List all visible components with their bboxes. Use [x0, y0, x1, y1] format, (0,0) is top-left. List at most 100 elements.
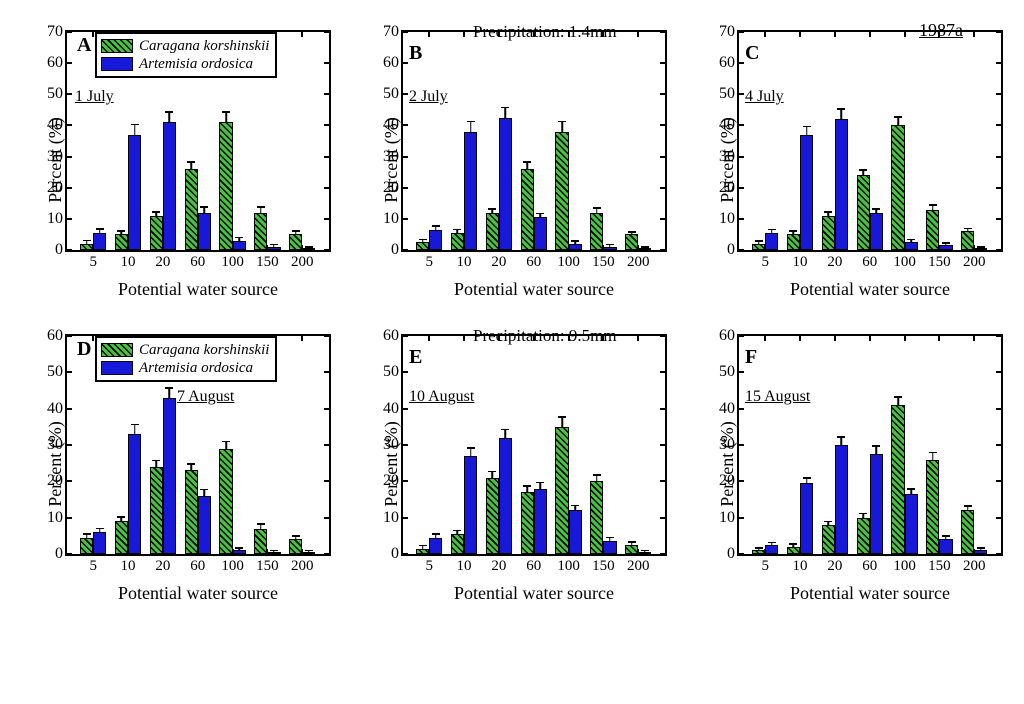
x-tick-label: 100	[221, 254, 244, 271]
legend-swatch-artemisia	[101, 361, 133, 375]
x-tick-label: 10	[793, 558, 808, 575]
bar-artemisia	[939, 539, 952, 554]
bar-artemisia	[974, 550, 987, 554]
y-tick-label: 40	[47, 116, 63, 134]
legend-label-artemisia: Artemisia ordosica	[139, 359, 253, 377]
bar-caragana	[219, 449, 232, 554]
panel-letter: B	[409, 42, 422, 65]
bar-caragana	[289, 539, 302, 554]
plot-area: 0102030405060705102060100150200	[401, 30, 667, 252]
y-tick-label: 30	[383, 148, 399, 166]
y-tick-label: 70	[719, 23, 735, 41]
legend-swatch-artemisia	[101, 57, 133, 71]
y-tick-label: 70	[47, 23, 63, 41]
bar-caragana	[80, 244, 93, 250]
bar-caragana	[254, 529, 267, 554]
y-tick-label: 10	[383, 210, 399, 228]
bar-caragana	[115, 521, 128, 554]
bar-caragana	[521, 169, 534, 250]
bar-caragana	[891, 405, 904, 554]
bar-artemisia	[870, 454, 883, 554]
x-axis-label: Potential water source	[65, 583, 331, 604]
x-tick-label: 100	[893, 558, 916, 575]
bar-artemisia	[163, 398, 176, 554]
panel-date: 2 July	[409, 88, 448, 106]
bar-artemisia	[499, 118, 512, 250]
y-tick-label: 0	[55, 545, 63, 563]
x-tick-label: 60	[526, 558, 541, 575]
panel-date: 4 July	[745, 88, 784, 106]
panel-B: Percent (%)Potential water source0102030…	[353, 20, 671, 300]
legend-swatch-caragana	[101, 39, 133, 53]
plot-area: 0102030405060705102060100150200	[737, 30, 1003, 252]
bar-artemisia	[905, 242, 918, 250]
x-tick-label: 200	[963, 558, 986, 575]
y-tick-label: 0	[55, 241, 63, 259]
bar-artemisia	[464, 456, 477, 554]
bar-caragana	[752, 550, 765, 554]
bar-artemisia	[302, 552, 315, 554]
panel-letter: F	[745, 346, 757, 369]
y-tick-label: 30	[383, 436, 399, 454]
x-tick-label: 5	[425, 558, 433, 575]
bar-caragana	[150, 467, 163, 554]
x-tick-label: 20	[827, 558, 842, 575]
x-tick-label: 150	[928, 558, 951, 575]
x-tick-label: 150	[256, 254, 279, 271]
bar-caragana	[787, 234, 800, 250]
y-tick-label: 60	[719, 327, 735, 345]
chart-grid: Percent (%)Potential water source0102030…	[17, 20, 1007, 604]
y-tick-label: 60	[719, 54, 735, 72]
x-tick-label: 5	[425, 254, 433, 271]
x-tick-label: 10	[457, 558, 472, 575]
x-tick-label: 150	[592, 558, 615, 575]
bar-artemisia	[835, 119, 848, 250]
y-tick-label: 20	[47, 472, 63, 490]
x-tick-label: 60	[190, 558, 205, 575]
plot-area: 01020304050605102060100150200	[737, 334, 1003, 556]
x-tick-label: 200	[291, 254, 314, 271]
y-tick-label: 30	[719, 148, 735, 166]
bar-caragana	[926, 460, 939, 554]
bar-caragana	[926, 210, 939, 250]
panel-date: 7 August	[177, 388, 234, 406]
x-axis-label: Potential water source	[401, 279, 667, 300]
panel-letter: D	[77, 338, 91, 361]
bar-artemisia	[128, 135, 141, 250]
y-tick-label: 0	[727, 241, 735, 259]
y-tick-label: 30	[47, 148, 63, 166]
y-tick-label: 70	[383, 23, 399, 41]
bar-caragana	[219, 122, 232, 250]
y-tick-label: 0	[727, 545, 735, 563]
bar-caragana	[80, 538, 93, 554]
x-tick-label: 100	[557, 558, 580, 575]
legend: Caragana korshinskiiArtemisia ordosica	[95, 32, 277, 78]
bar-caragana	[590, 213, 603, 250]
y-axis-label: Percent (%)	[45, 421, 66, 506]
legend: Caragana korshinskiiArtemisia ordosica	[95, 336, 277, 382]
bar-caragana	[254, 213, 267, 250]
bar-caragana	[625, 234, 638, 250]
bar-artemisia	[163, 122, 176, 250]
y-tick-label: 60	[47, 54, 63, 72]
bar-caragana	[486, 478, 499, 554]
bar-caragana	[521, 492, 534, 554]
x-tick-label: 5	[89, 254, 97, 271]
bar-caragana	[486, 213, 499, 250]
panel-A: Percent (%)Potential water source0102030…	[17, 20, 335, 300]
y-tick-label: 20	[47, 179, 63, 197]
y-tick-label: 50	[383, 363, 399, 381]
x-tick-label: 150	[592, 254, 615, 271]
bar-artemisia	[464, 132, 477, 250]
x-tick-label: 20	[491, 254, 506, 271]
bar-artemisia	[128, 434, 141, 554]
x-tick-label: 60	[862, 558, 877, 575]
panel-C: Percent (%)Potential water source0102030…	[689, 20, 1007, 300]
bar-artemisia	[765, 233, 778, 250]
bar-caragana	[451, 534, 464, 554]
x-tick-label: 60	[862, 254, 877, 271]
y-tick-label: 50	[47, 363, 63, 381]
bar-caragana	[555, 427, 568, 554]
panel-D: Percent (%)Potential water source0102030…	[17, 324, 335, 604]
bar-caragana	[590, 481, 603, 554]
